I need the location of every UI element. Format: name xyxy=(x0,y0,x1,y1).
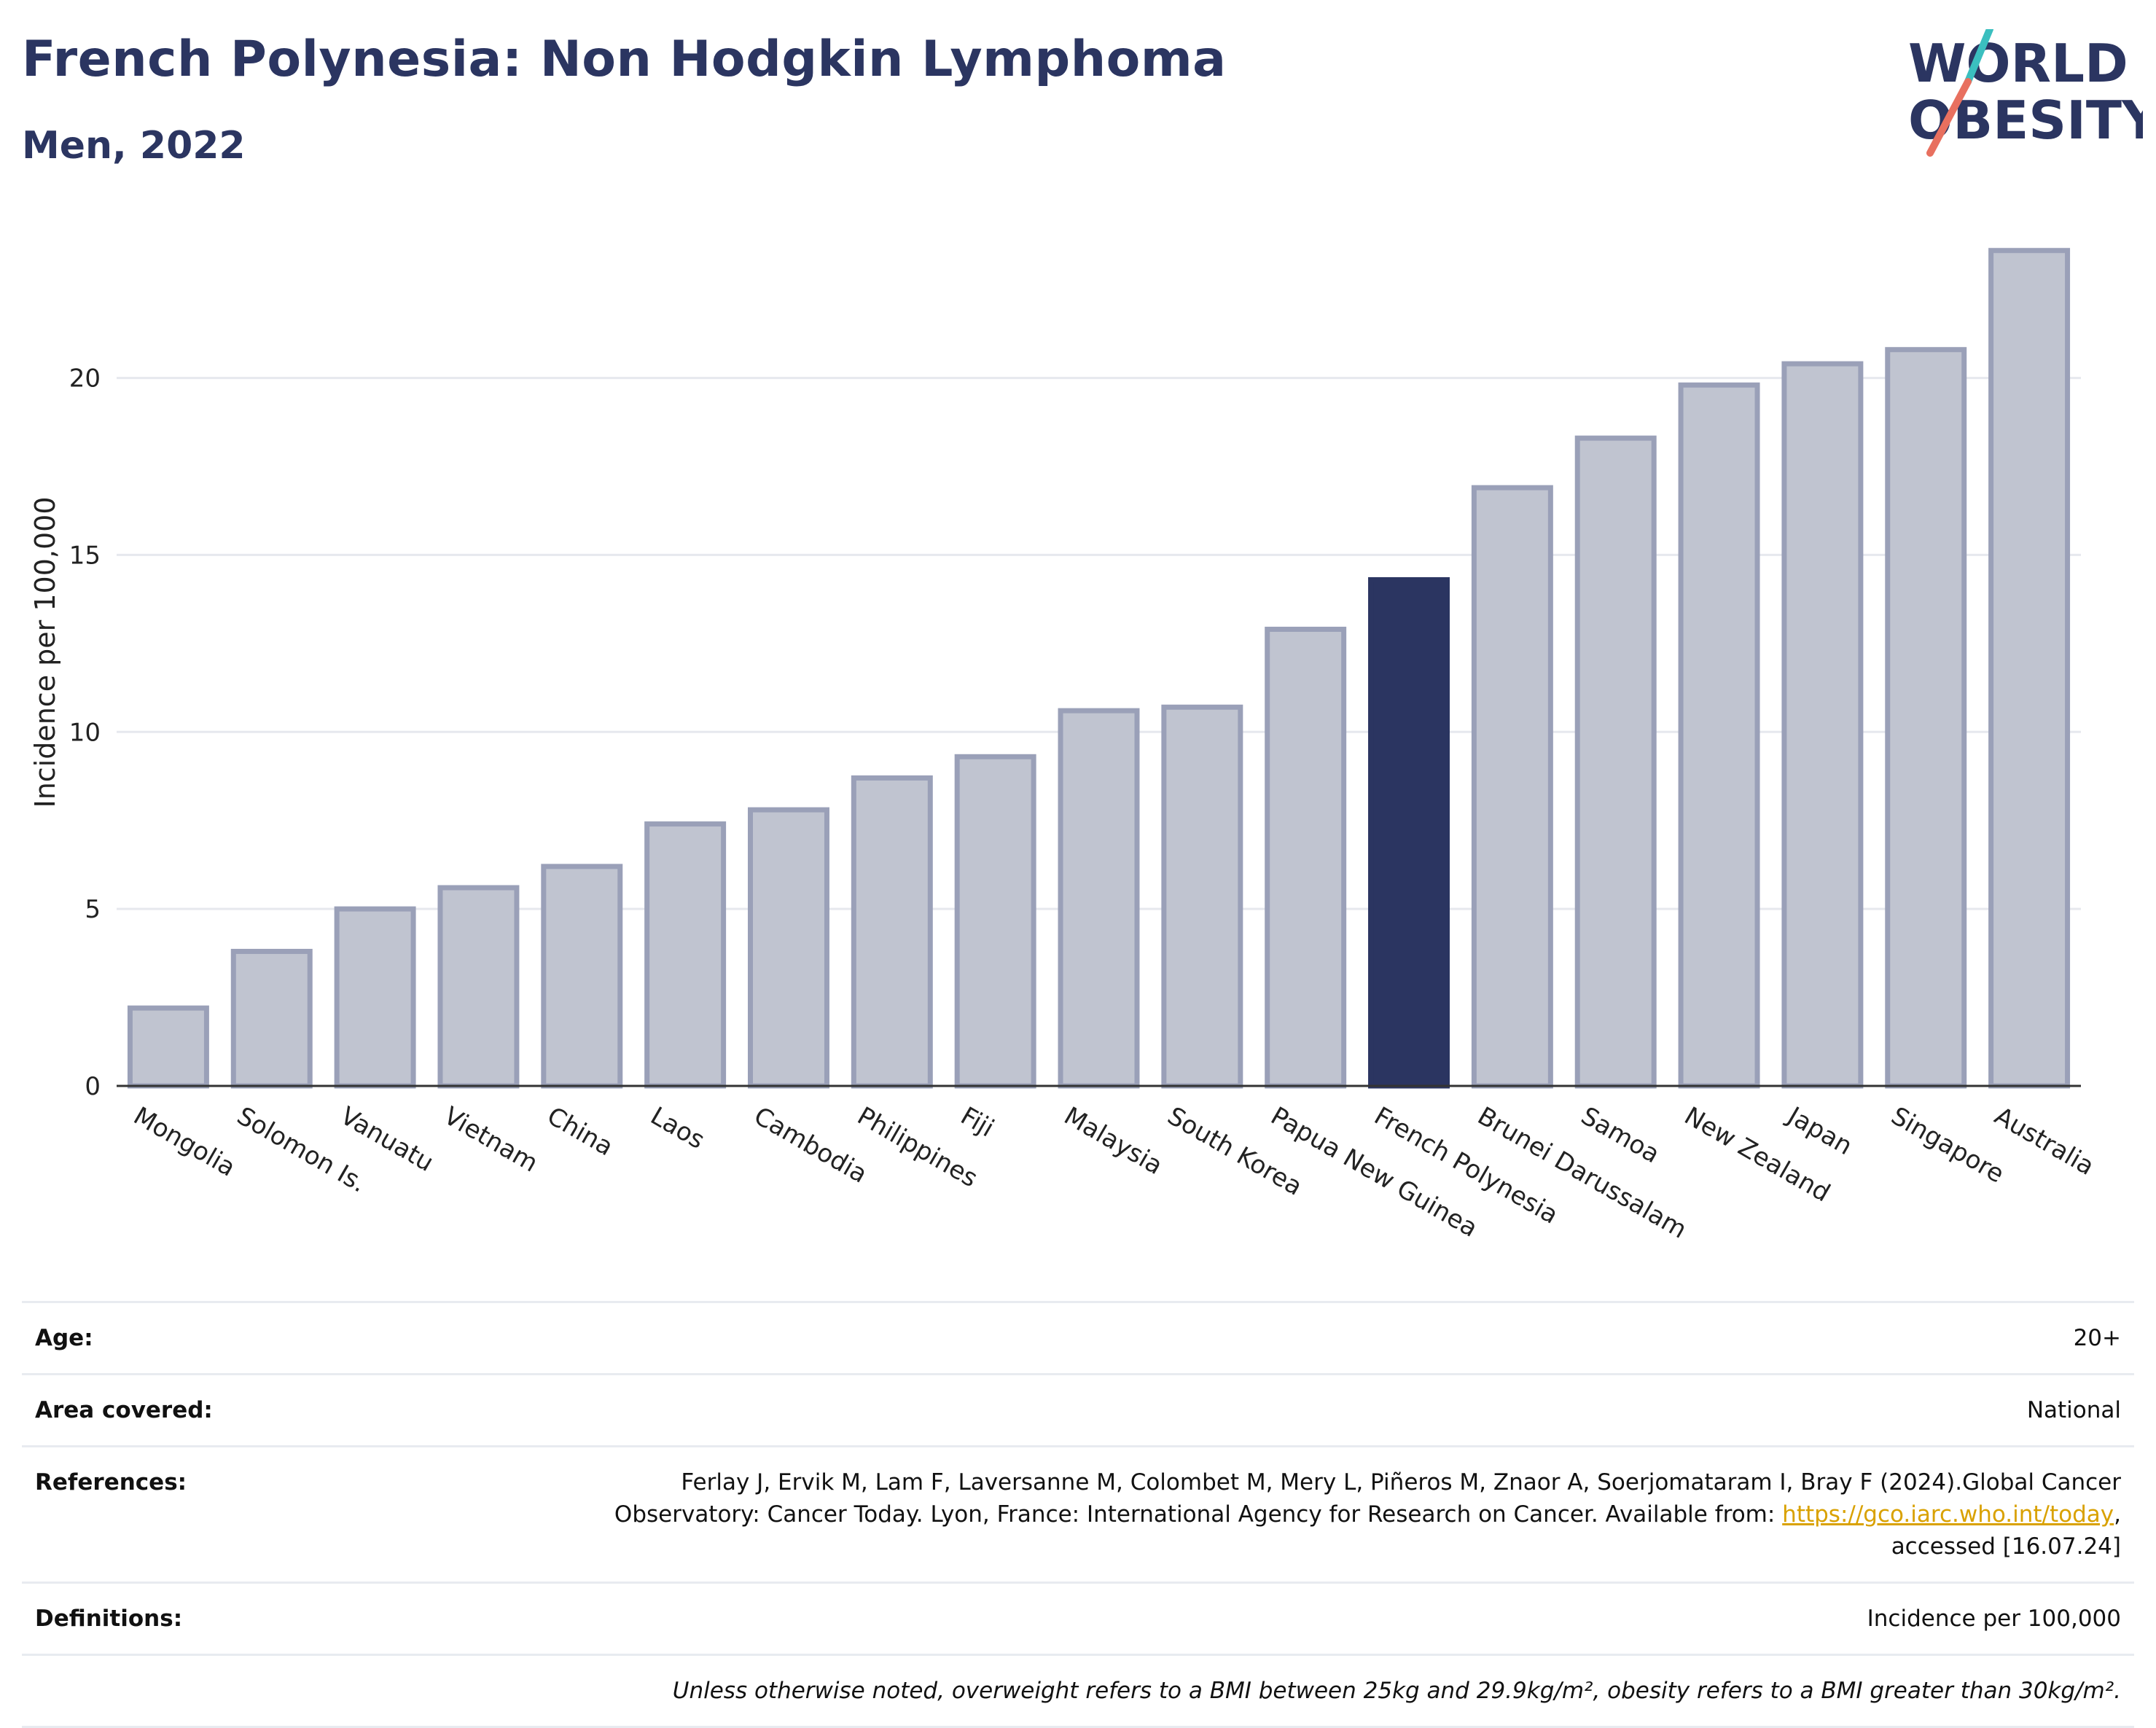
bar-cambodia xyxy=(747,807,829,1089)
x-tick-label: Laos xyxy=(646,1101,710,1155)
definitions-label: Definitions: xyxy=(35,1606,183,1632)
bar-mongolia xyxy=(127,1005,209,1089)
bar-laos xyxy=(644,821,727,1089)
bar-philippines xyxy=(851,775,933,1089)
bar-fiji xyxy=(954,754,1036,1089)
bar-japan xyxy=(1781,361,1864,1089)
definitions-value: Incidence per 100,000 xyxy=(1867,1606,2121,1632)
x-tick-label: Malaysia xyxy=(1059,1101,1168,1181)
bar-south-korea xyxy=(1161,704,1243,1089)
bar-vietnam xyxy=(437,885,520,1089)
references-link[interactable]: https://gco.iarc.who.int/today xyxy=(1782,1501,2114,1528)
note-label-empty xyxy=(35,1675,327,1707)
bar-samoa xyxy=(1574,435,1657,1089)
x-tick-label: Japan xyxy=(1781,1100,1857,1161)
y-tick-label: 5 xyxy=(85,895,101,924)
bar-papua-new-guinea xyxy=(1265,626,1347,1089)
y-tick-label: 20 xyxy=(69,364,101,394)
area-value: National xyxy=(2026,1397,2121,1423)
references-line1: Ferlay J, Ervik M, Lam F, Laversanne M, … xyxy=(681,1469,2121,1496)
info-row-definitions: Definitions: Incidence per 100,000 xyxy=(22,1582,2134,1654)
bar-new-zealand xyxy=(1678,382,1760,1089)
x-tick-label: Fiji xyxy=(956,1101,999,1143)
bar-malaysia xyxy=(1058,708,1140,1089)
bar-french-polynesia xyxy=(1368,576,1450,1089)
x-tick-label: Samoa xyxy=(1576,1101,1664,1169)
bars xyxy=(127,248,2071,1089)
area-label: Area covered: xyxy=(35,1397,213,1423)
info-row-note: Unless otherwise noted, overweight refer… xyxy=(22,1654,2134,1728)
info-row-area: Area covered: National xyxy=(22,1373,2134,1445)
bar-vanuatu xyxy=(334,906,416,1089)
x-tick-label: Singapore xyxy=(1886,1101,2009,1189)
info-row-age: Age: 20+ xyxy=(22,1301,2134,1373)
bar-china xyxy=(541,864,623,1089)
x-tick-label: Australia xyxy=(1990,1101,2099,1181)
bar-australia xyxy=(1988,248,2071,1089)
y-axis-ticks: 0 5 10 15 20 xyxy=(69,364,101,1101)
age-label: Age: xyxy=(35,1325,93,1351)
references-line2: Observatory: Cancer Today. Lyon, France:… xyxy=(614,1501,1783,1528)
bar-solomon-is xyxy=(230,948,313,1089)
x-tick-label: Vietnam xyxy=(439,1101,543,1178)
x-tick-label: Mongolia xyxy=(128,1101,240,1183)
references-value: Ferlay J, Ervik M, Lam F, Laversanne M, … xyxy=(614,1466,2121,1563)
age-value: 20+ xyxy=(2073,1325,2121,1351)
y-tick-label: 0 xyxy=(85,1072,101,1101)
bmi-note: Unless otherwise noted, overweight refer… xyxy=(672,1678,2121,1704)
world-obesity-logo: WORLD OBESITY xyxy=(1908,29,2143,157)
logo-coral-slash xyxy=(1926,78,1972,157)
x-tick-label: Cambodia xyxy=(749,1101,872,1189)
x-tick-label: China xyxy=(542,1101,618,1162)
references-line3: accessed [16.07.24] xyxy=(1891,1533,2121,1560)
info-row-references: References: Ferlay J, Ervik M, Lam F, La… xyxy=(22,1445,2134,1582)
logo-text-world: WORLD xyxy=(1908,33,2128,94)
chart-subtitle: Men, 2022 xyxy=(22,124,246,168)
logo-teal-slash xyxy=(1964,29,1993,85)
y-axis-title: Incidence per 100,000 xyxy=(29,496,61,808)
bar-singapore xyxy=(1885,347,1967,1089)
references-label: References: xyxy=(35,1469,187,1496)
chart-title: French Polynesia: Non Hodgkin Lymphoma xyxy=(22,31,1227,88)
y-tick-label: 15 xyxy=(69,541,101,570)
bar-brunei-darussalam xyxy=(1471,485,1553,1089)
info-table: Age: 20+ Area covered: National Referenc… xyxy=(22,1301,2134,1728)
y-tick-label: 10 xyxy=(69,718,101,747)
references-line2-end: , xyxy=(2114,1501,2121,1528)
